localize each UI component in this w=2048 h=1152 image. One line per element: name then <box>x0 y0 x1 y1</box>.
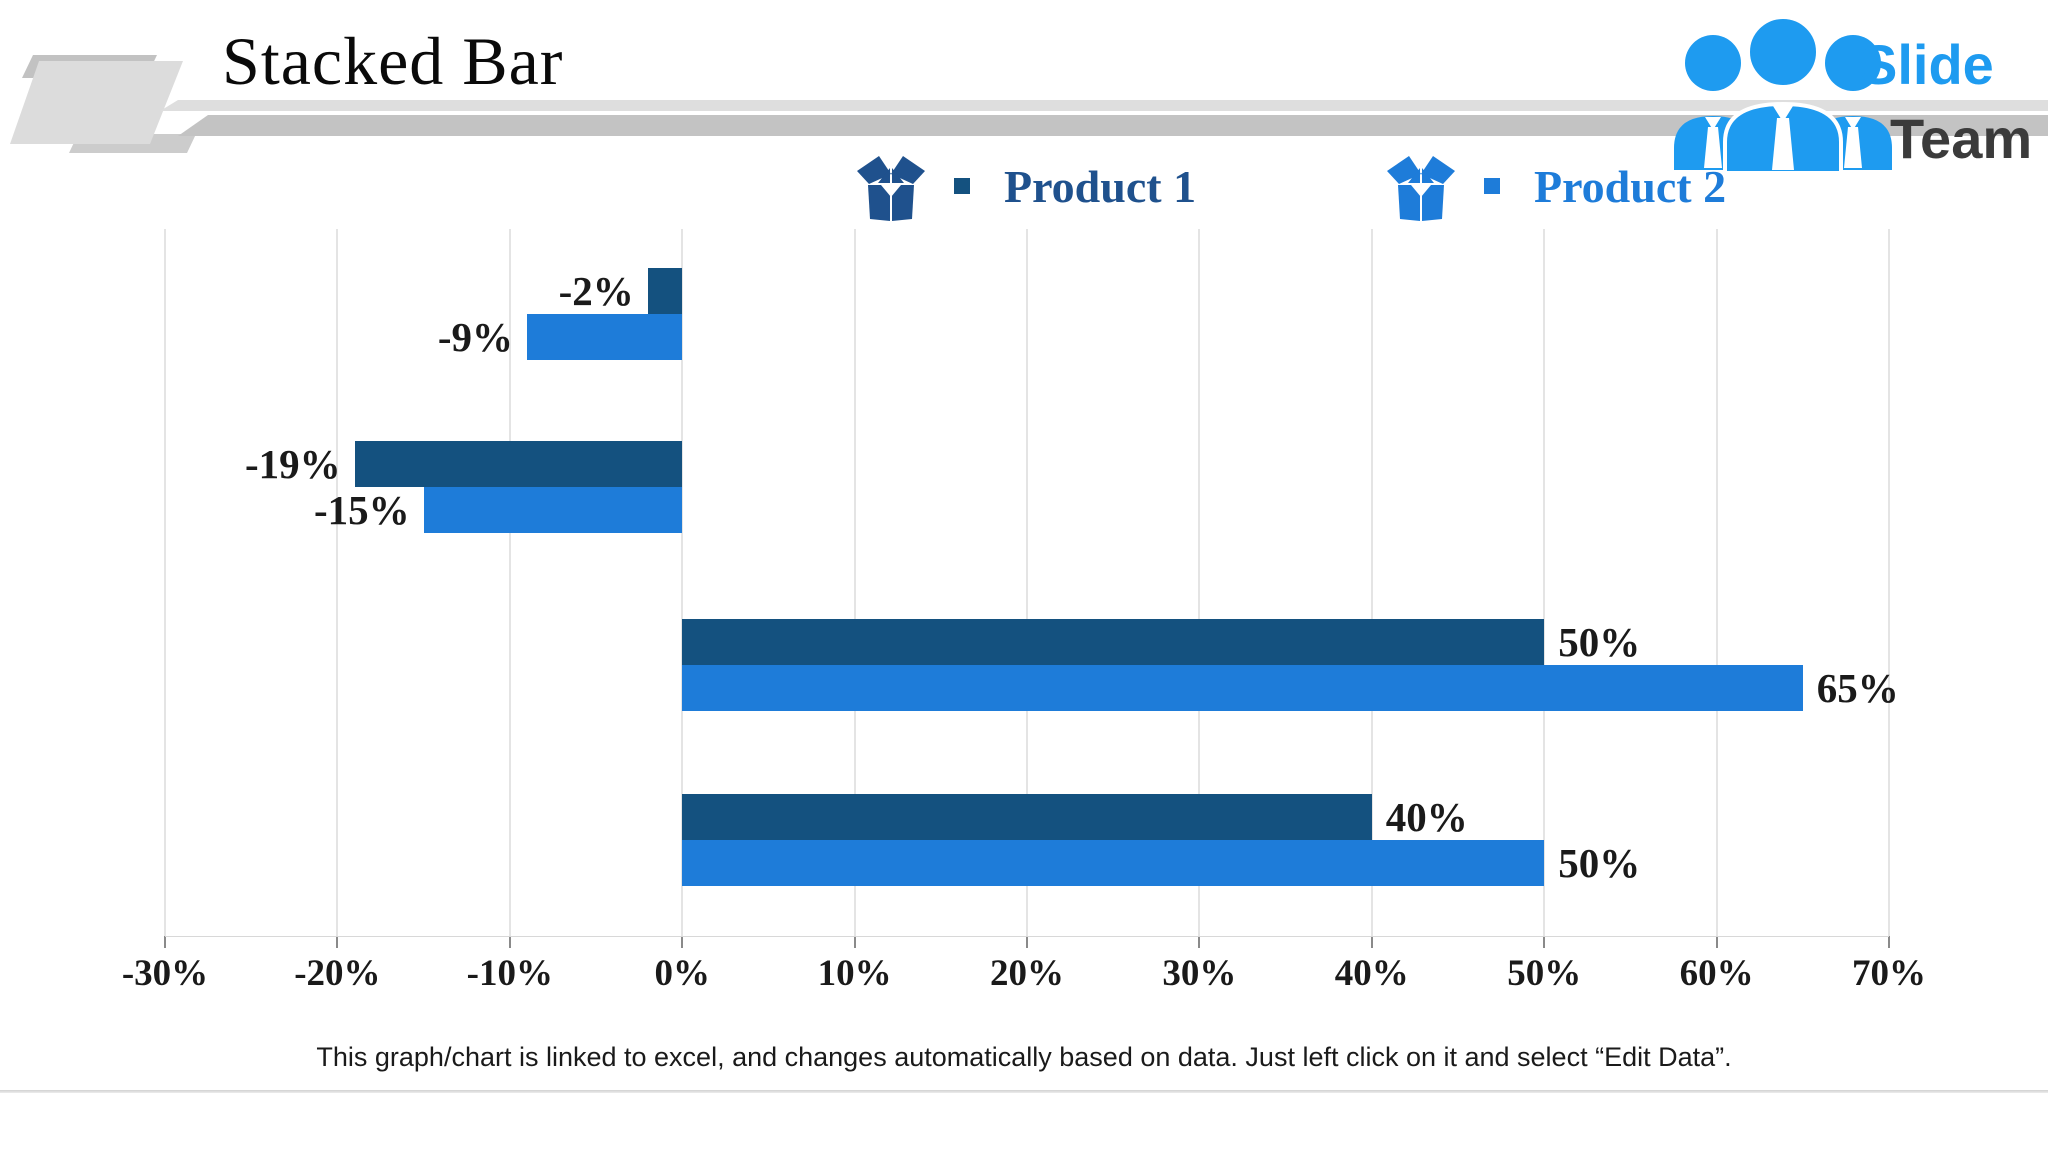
x-tick-label: -20% <box>294 953 381 994</box>
axis-tick <box>853 936 856 948</box>
footer-divider <box>0 1090 2048 1093</box>
bar-value-label: 50% <box>1558 619 1641 665</box>
axis-tick <box>1888 936 1890 948</box>
chart-bar[interactable] <box>354 441 683 487</box>
open-box-icon <box>1387 156 1455 221</box>
bar-value-label: 65% <box>1816 665 1899 711</box>
header-strip-thick <box>178 115 2048 136</box>
x-tick-label: 50% <box>1507 953 1582 994</box>
legend-item-product-2[interactable]: Product 2 <box>1386 148 1726 224</box>
x-tick-label: 20% <box>990 953 1064 994</box>
gridline <box>1198 229 1201 936</box>
slideteam-logo: Slide Team <box>1668 18 2038 173</box>
x-axis-line <box>165 936 1889 937</box>
axis-tick <box>1198 936 1201 948</box>
chart-bar[interactable] <box>423 487 683 533</box>
x-tick-label: 0% <box>654 953 710 994</box>
chart-bar[interactable] <box>682 794 1372 840</box>
chart-bar[interactable] <box>682 840 1545 886</box>
decoration-front-shape <box>10 61 183 144</box>
page-title: Stacked Bar <box>222 23 564 99</box>
axis-tick <box>681 936 684 948</box>
axis-tick <box>1370 936 1373 948</box>
gridline <box>1370 229 1373 936</box>
bar-value-label: 40% <box>1385 794 1468 840</box>
open-box-icon <box>857 156 925 221</box>
legend-marker-product-1 <box>954 178 970 194</box>
x-tick-label: 60% <box>1679 953 1754 994</box>
chart-bar[interactable] <box>647 268 683 314</box>
gridline <box>508 229 511 936</box>
chart-bar[interactable] <box>682 665 1803 711</box>
chart-bar[interactable] <box>527 314 683 360</box>
gridline <box>164 229 166 936</box>
gridline <box>681 229 684 936</box>
header-strip-thin <box>160 100 2048 111</box>
x-tick-label: 70% <box>1852 953 1926 994</box>
bar-value-label: -9% <box>437 314 514 360</box>
axis-tick <box>508 936 511 948</box>
chart-area[interactable]: -30% -20% -10% 0% 10% 20% 30% 40% 50% 60% 70% -2% -1… <box>0 175 2048 1005</box>
footer-note: This graph/chart is linked to excel, and… <box>316 1042 1732 1072</box>
x-tick-label: -30% <box>121 953 209 994</box>
axis-tick <box>164 936 166 948</box>
axis-tick <box>1026 936 1028 948</box>
bar-value-label: -2% <box>558 268 634 314</box>
people-icon <box>1674 18 1892 173</box>
axis-tick <box>336 936 339 948</box>
gridline <box>1715 229 1718 936</box>
gridline <box>1543 229 1546 936</box>
x-tick-label: -10% <box>466 953 553 994</box>
legend-item-product-1[interactable]: Product 1 <box>856 148 1196 224</box>
gridline <box>853 229 856 936</box>
x-tick-label: 30% <box>1162 953 1237 994</box>
x-tick-label: 10% <box>817 953 892 994</box>
gridline <box>1888 229 1890 936</box>
logo-team-text: Team <box>1890 107 2033 170</box>
bar-value-label: -19% <box>244 441 341 487</box>
legend-label-product-2: Product 2 <box>1534 160 1727 212</box>
bar-value-label: -15% <box>313 487 410 533</box>
x-tick-label: 40% <box>1334 953 1409 994</box>
gridline <box>1026 229 1028 936</box>
logo-slide-text: Slide <box>1860 33 1994 96</box>
legend-marker-product-2 <box>1484 178 1500 194</box>
axis-tick <box>1715 936 1718 948</box>
legend-label-product-1: Product 1 <box>1004 160 1197 212</box>
axis-tick <box>1543 936 1546 948</box>
gridline <box>336 229 339 936</box>
bar-value-label: 50% <box>1558 840 1641 886</box>
chart-bar[interactable] <box>682 619 1545 665</box>
